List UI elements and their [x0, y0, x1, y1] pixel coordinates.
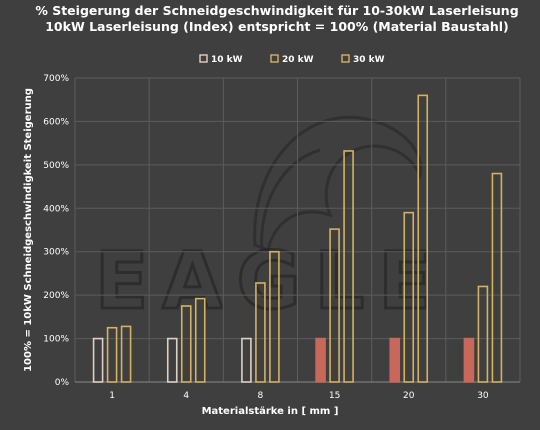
chart-title-line1: % Steigerung der Schneidgeschwindigkeit …: [35, 3, 518, 18]
bar: [343, 150, 354, 383]
bar: [403, 211, 415, 383]
legend-swatch: [199, 54, 208, 63]
legend-label: 10 kW: [211, 55, 243, 65]
bar: [477, 285, 489, 383]
x-axis-label: Materialstärke in [ mm ]: [202, 406, 339, 417]
y-tick-label: 700%: [43, 74, 69, 84]
x-tick-label: 30: [477, 391, 489, 401]
bar: [106, 326, 118, 383]
y-tick-label: 0%: [55, 378, 70, 388]
y-tick-label: 300%: [43, 248, 69, 258]
bar: [194, 297, 206, 383]
y-tick-label: 600%: [43, 117, 69, 127]
bars: [92, 94, 503, 383]
legend-swatch: [341, 54, 350, 63]
x-tick-label: 8: [258, 391, 264, 401]
bar: [491, 172, 503, 383]
y-tick-label: 200%: [43, 291, 69, 301]
y-tick-label: 400%: [43, 204, 69, 214]
bar: [463, 337, 475, 383]
x-tick-label: 4: [183, 391, 189, 401]
x-tick-label: 15: [329, 391, 340, 401]
bar: [92, 337, 104, 383]
legend-label: 30 kW: [353, 55, 385, 65]
bar: [166, 337, 178, 383]
chart-title-line2: 10kW Laserleisung (Index) entspricht = 1…: [45, 19, 509, 34]
legend: 10 kW 20 kW 30 kW: [199, 54, 385, 65]
x-axis-ticks: 1 4 8 15 20 30: [109, 391, 489, 401]
watermark-text: EAGLE: [95, 237, 446, 327]
y-tick-label: 100%: [43, 335, 69, 345]
bar: [389, 337, 401, 383]
bar: [120, 325, 132, 383]
legend-swatch: [270, 54, 279, 63]
bar: [180, 305, 192, 383]
y-axis-ticks: 0% 100% 200% 300% 400% 500% 600% 700%: [43, 74, 69, 388]
bar: [269, 250, 280, 383]
x-tick-label: 20: [403, 391, 415, 401]
bar: [255, 282, 266, 383]
watermark-logo: [253, 115, 423, 253]
x-tick-label: 1: [109, 391, 115, 401]
y-tick-label: 500%: [43, 161, 69, 171]
grid: [74, 77, 521, 383]
y-axis-label: 100% = 10kW Schneidgeschwindigkeit Steig…: [23, 88, 34, 372]
bar: [315, 337, 326, 383]
legend-label: 20 kW: [282, 55, 314, 65]
bar: [329, 228, 340, 383]
bar: [417, 94, 429, 383]
bar: [241, 337, 252, 383]
